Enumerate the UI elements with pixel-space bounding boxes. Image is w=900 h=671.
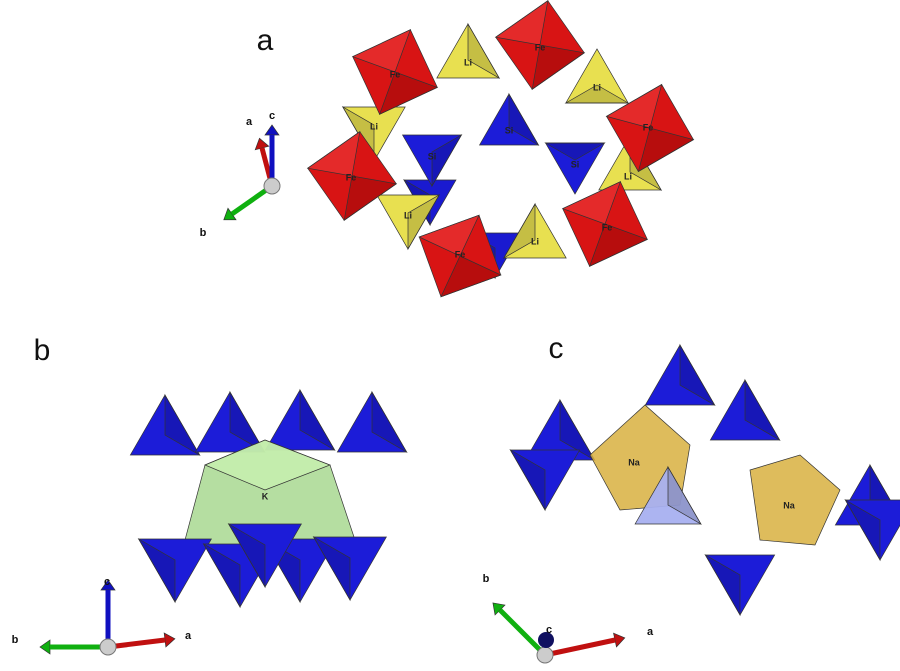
si-tetrahedron-face [667, 465, 702, 525]
atom-label: Fe [602, 222, 613, 232]
axis-origin [538, 632, 554, 648]
atom-label: Li [531, 236, 539, 246]
k-polyhedron-face [204, 439, 331, 491]
axis-arrow [544, 637, 616, 658]
atom-label: Fe [535, 42, 546, 52]
axis-head [163, 632, 176, 648]
atom-label: Fe [643, 122, 654, 132]
axis-label: b [12, 634, 19, 646]
si-tetrahedron-face [744, 378, 781, 441]
panel-label: c [549, 332, 564, 365]
atom-label: Li [464, 57, 472, 67]
octahedron-face [605, 83, 663, 129]
atom-label: Li [624, 171, 632, 181]
axis-glyphs [50, 135, 616, 664]
polyhedra [39, 0, 900, 655]
axis-head [492, 602, 506, 616]
octahedron-face [561, 181, 622, 225]
octahedron-face [588, 223, 649, 267]
axis-origin [536, 646, 554, 664]
atom-label: K [262, 491, 269, 501]
axis-head [223, 207, 237, 221]
axis-head [39, 639, 51, 655]
axis-label: b [200, 227, 207, 239]
axis-label: c [269, 110, 275, 122]
octahedron-face [351, 29, 412, 73]
si-tetrahedron-face [844, 499, 881, 562]
si-tetrahedron-face [202, 543, 241, 609]
si-tetrahedron-face [679, 343, 716, 406]
si-tetrahedron-face [229, 390, 266, 453]
atom-label: Fe [346, 172, 357, 182]
atom-label: Li [404, 210, 412, 220]
axis-origin [99, 638, 117, 656]
li-tetrahedron-face [502, 202, 536, 259]
atom-label: Li [370, 121, 378, 131]
axis-label: c [546, 624, 552, 636]
si-tetrahedron-face [137, 538, 176, 604]
atom-label: Na [628, 457, 640, 467]
octahedron-face [440, 255, 502, 298]
axis-origin [263, 177, 281, 195]
atom-label: Fe [455, 249, 466, 259]
si-tetrahedron-face [227, 523, 266, 589]
panel-label: b [34, 334, 51, 367]
si-tetrahedron-face [509, 449, 546, 512]
octahedron-face [306, 130, 361, 177]
octahedron-face [343, 175, 398, 222]
si-tetrahedron-face [704, 554, 741, 617]
si-tetrahedron-face [371, 390, 408, 453]
si-tetrahedron-face [431, 134, 463, 188]
si-tetrahedron-face [312, 536, 351, 602]
na-polyhedron [749, 454, 841, 546]
axis-label: a [647, 626, 654, 638]
axis-head [613, 632, 626, 648]
li-tetrahedron-face [407, 194, 441, 251]
labels: a Fe Li Fe Li Fe Li Si Si Si Fe Li Li Li Fe Fe a c b b Kc b a c… [12, 24, 796, 646]
axis-label: a [185, 630, 192, 642]
atom-label: Si [428, 151, 437, 161]
panel-label: a [257, 24, 274, 57]
axis-label: b [483, 573, 490, 585]
li-tetrahedron-face [467, 22, 501, 79]
axis-head [254, 137, 270, 151]
octahedron-face [531, 44, 586, 91]
octahedron-face [418, 214, 480, 257]
octahedron-face [637, 127, 695, 173]
atom-label: Na [783, 500, 795, 510]
atom-label: Fe [390, 69, 401, 79]
axis-arrow [498, 608, 547, 657]
axis-label: c [104, 576, 110, 588]
si-tetrahedron-face [164, 393, 201, 456]
octahedron-face [494, 0, 549, 46]
axis-head [100, 579, 116, 591]
si-tetrahedron-face [544, 142, 606, 161]
si-tetrahedron-face [299, 388, 336, 451]
si-tetrahedron-face [508, 92, 540, 146]
axis-arrow [107, 637, 166, 650]
li-tetrahedron-face [564, 84, 630, 104]
atom-label: Li [593, 82, 601, 92]
axis-label: a [246, 116, 253, 128]
axis-head [264, 124, 280, 136]
atom-label: Si [571, 159, 580, 169]
octahedron-face [378, 71, 439, 115]
atom-label: Si [505, 125, 514, 135]
